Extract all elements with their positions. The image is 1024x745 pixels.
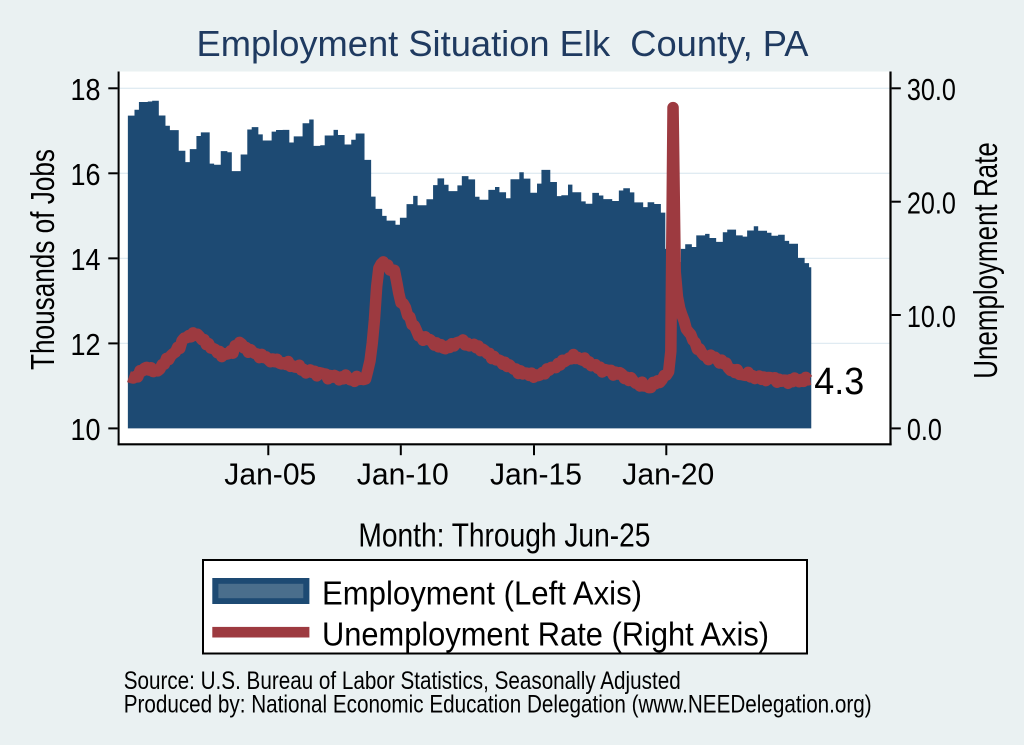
svg-text:Jan-05: Jan-05 (224, 456, 316, 491)
svg-text:Unemployment Rate: Unemployment Rate (967, 142, 1004, 379)
svg-text:Thousands of Jobs: Thousands of Jobs (24, 149, 61, 370)
svg-text:14: 14 (71, 242, 101, 277)
svg-text:Jan-15: Jan-15 (490, 456, 582, 491)
svg-text:Employment Situation Elk Coun: Employment Situation Elk County, PA (197, 23, 809, 64)
svg-text:Produced by: National Economic: Produced by: National Economic Education… (124, 691, 872, 719)
svg-text:Unemployment Rate (Right Axis): Unemployment Rate (Right Axis) (322, 616, 769, 653)
svg-text:10: 10 (71, 412, 101, 447)
svg-text:Employment (Left Axis): Employment (Left Axis) (322, 575, 642, 612)
svg-text:Jan-20: Jan-20 (622, 456, 714, 491)
svg-text:20.0: 20.0 (907, 186, 956, 221)
svg-text:Jan-10: Jan-10 (357, 456, 449, 491)
svg-text:Source: U.S. Bureau of Labor S: Source: U.S. Bureau of Labor Statistics,… (124, 667, 681, 695)
svg-text:4.3: 4.3 (814, 361, 864, 403)
svg-text:10.0: 10.0 (907, 299, 956, 334)
svg-text:Month: Through Jun-25: Month: Through Jun-25 (358, 517, 650, 554)
svg-text:18: 18 (71, 72, 101, 107)
svg-text:12: 12 (71, 327, 101, 362)
svg-text:16: 16 (71, 157, 101, 192)
svg-text:0.0: 0.0 (907, 412, 942, 447)
svg-text:30.0: 30.0 (907, 72, 956, 107)
